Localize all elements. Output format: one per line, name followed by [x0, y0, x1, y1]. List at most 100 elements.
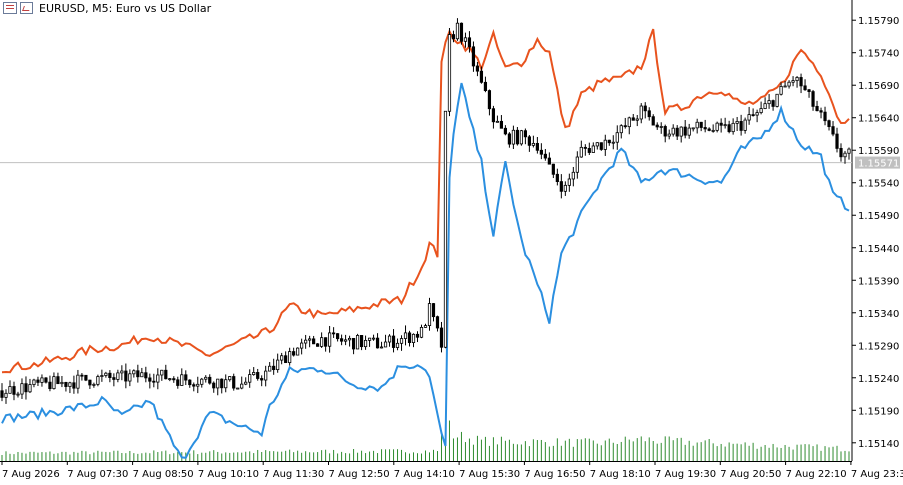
candle-body	[519, 130, 523, 145]
candle-body	[24, 383, 28, 393]
candle-body	[172, 378, 176, 381]
candle-body	[775, 93, 779, 107]
candle-body	[324, 337, 328, 347]
candle-body	[847, 148, 851, 154]
candle-body	[84, 374, 88, 381]
candle-body	[347, 337, 352, 341]
candle-body	[443, 110, 448, 348]
candle-body	[140, 372, 144, 378]
volume-histogram	[1, 420, 850, 461]
chart-type-icon[interactable]	[20, 2, 33, 14]
candle-body	[683, 126, 687, 136]
candle-body	[343, 339, 348, 342]
candlesticks	[0, 18, 851, 404]
candle-body	[248, 374, 252, 383]
candle-body	[735, 121, 739, 124]
candle-body	[707, 128, 711, 131]
candle-body	[691, 127, 695, 130]
time-tick-label: 7 Aug 11:30	[263, 469, 324, 480]
candle-body	[447, 34, 452, 112]
candle-body	[264, 370, 268, 381]
candle-body	[555, 173, 559, 182]
candle-body	[0, 390, 4, 398]
candle-body	[619, 125, 623, 134]
time-tick-label: 7 Aug 15:30	[459, 469, 520, 480]
candle-body	[523, 130, 527, 138]
candle-body	[52, 376, 56, 390]
candle-body	[667, 133, 671, 137]
candle-body	[535, 142, 539, 151]
candle-body	[455, 22, 460, 40]
time-tick-label: 7 Aug 2026	[2, 469, 60, 480]
candle-body	[108, 372, 112, 379]
candle-body	[232, 376, 236, 389]
candle-body	[128, 373, 132, 382]
candle-body	[687, 127, 691, 136]
candle-body	[647, 110, 651, 118]
time-tick-label: 7 Aug 12:50	[329, 469, 390, 480]
upper-band-line	[1, 28, 850, 374]
candle-body	[815, 105, 819, 112]
chart-header: EURUSD, M5: Euro vs US Dollar	[3, 1, 211, 15]
candle-body	[807, 89, 811, 92]
candle-body	[599, 142, 603, 150]
candle-body	[316, 343, 320, 347]
candle-body	[771, 100, 775, 107]
menu-list-icon[interactable]	[3, 2, 17, 14]
candle-body	[300, 342, 304, 349]
candle-body	[395, 342, 400, 348]
candle-body	[543, 153, 547, 159]
candle-body	[28, 384, 32, 393]
time-tick-label: 7 Aug 22:10	[786, 469, 847, 480]
price-tick-label: 1.15440	[858, 244, 899, 255]
candle-body	[627, 117, 631, 128]
candle-body	[499, 120, 504, 129]
candle-body	[763, 103, 767, 109]
candle-body	[276, 359, 280, 371]
candle-body	[48, 381, 52, 390]
candle-body	[44, 377, 48, 383]
candle-body	[839, 147, 843, 158]
candle-body	[779, 86, 783, 95]
candle-body	[16, 393, 20, 396]
candle-body	[679, 126, 683, 137]
candle-body	[755, 112, 759, 116]
candle-body	[803, 85, 807, 91]
candle-body	[463, 37, 468, 42]
candle-body	[371, 337, 376, 340]
candle-body	[563, 184, 567, 192]
candle-body	[595, 142, 599, 147]
candle-body	[795, 77, 799, 82]
time-tick-label: 7 Aug 16:50	[524, 469, 585, 480]
candle-body	[663, 126, 667, 137]
chart-title: EURUSD, M5: Euro vs US Dollar	[39, 1, 212, 15]
candle-body	[256, 372, 260, 379]
candle-body	[427, 303, 432, 326]
candle-body	[204, 376, 208, 380]
candle-body	[715, 122, 719, 131]
candle-body	[567, 178, 571, 186]
candle-body	[132, 370, 136, 375]
candle-body	[88, 379, 92, 386]
candle-body	[835, 133, 839, 149]
candle-body	[124, 370, 128, 382]
candle-body	[96, 376, 100, 385]
candle-body	[731, 122, 735, 133]
candle-body	[200, 378, 204, 385]
candle-body	[699, 121, 703, 128]
candle-body	[491, 108, 496, 123]
candle-body	[843, 152, 847, 158]
candle-body	[475, 65, 480, 72]
candle-body	[791, 80, 795, 83]
candle-body	[579, 146, 583, 158]
candle-body	[196, 383, 200, 387]
candle-body	[284, 355, 288, 364]
price-tick-label: 1.15290	[858, 341, 899, 352]
candle-body	[659, 126, 663, 128]
current-price-label: 1.15571	[858, 159, 899, 170]
candle-body	[495, 120, 500, 123]
candle-body	[112, 377, 116, 380]
candle-body	[515, 129, 519, 145]
